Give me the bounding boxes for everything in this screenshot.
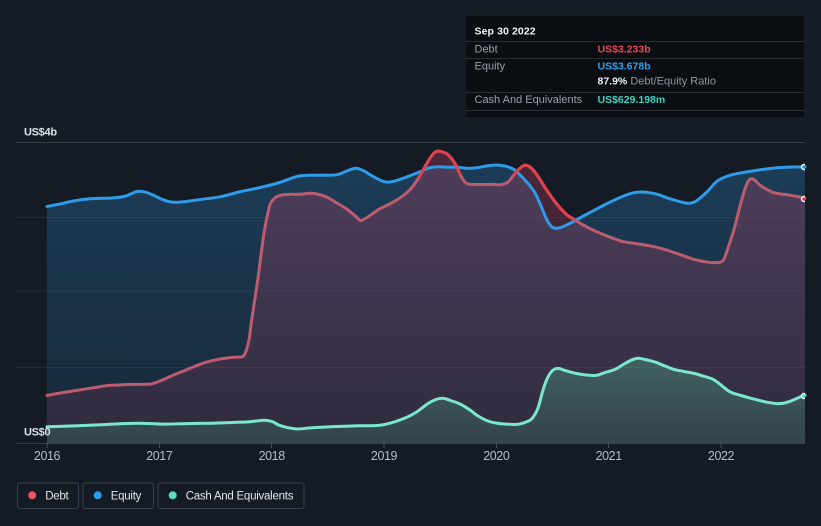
- svg-text:Equity: Equity: [111, 491, 142, 503]
- svg-text:2018: 2018: [259, 449, 286, 463]
- svg-text:Equity: Equity: [475, 61, 506, 73]
- svg-text:2020: 2020: [483, 449, 510, 463]
- svg-text:2017: 2017: [146, 449, 173, 463]
- svg-text:87.9% Debt/Equity Ratio: 87.9% Debt/Equity Ratio: [598, 76, 716, 88]
- svg-text:Cash And Equivalents: Cash And Equivalents: [186, 491, 294, 503]
- svg-text:US$0: US$0: [24, 427, 50, 439]
- svg-text:2021: 2021: [596, 449, 623, 463]
- svg-text:Debt: Debt: [45, 491, 69, 503]
- svg-text:2016: 2016: [34, 449, 61, 463]
- svg-text:US$3.678b: US$3.678b: [598, 61, 651, 73]
- svg-text:US$629.198m: US$629.198m: [598, 94, 666, 106]
- svg-text:Debt: Debt: [475, 44, 498, 56]
- svg-text:2022: 2022: [708, 449, 735, 463]
- svg-text:Sep 30 2022: Sep 30 2022: [475, 26, 536, 38]
- svg-text:2019: 2019: [371, 449, 398, 463]
- svg-text:Cash And Equivalents: Cash And Equivalents: [475, 94, 583, 106]
- svg-text:US$3.233b: US$3.233b: [598, 44, 651, 56]
- svg-text:US$4b: US$4b: [24, 127, 57, 139]
